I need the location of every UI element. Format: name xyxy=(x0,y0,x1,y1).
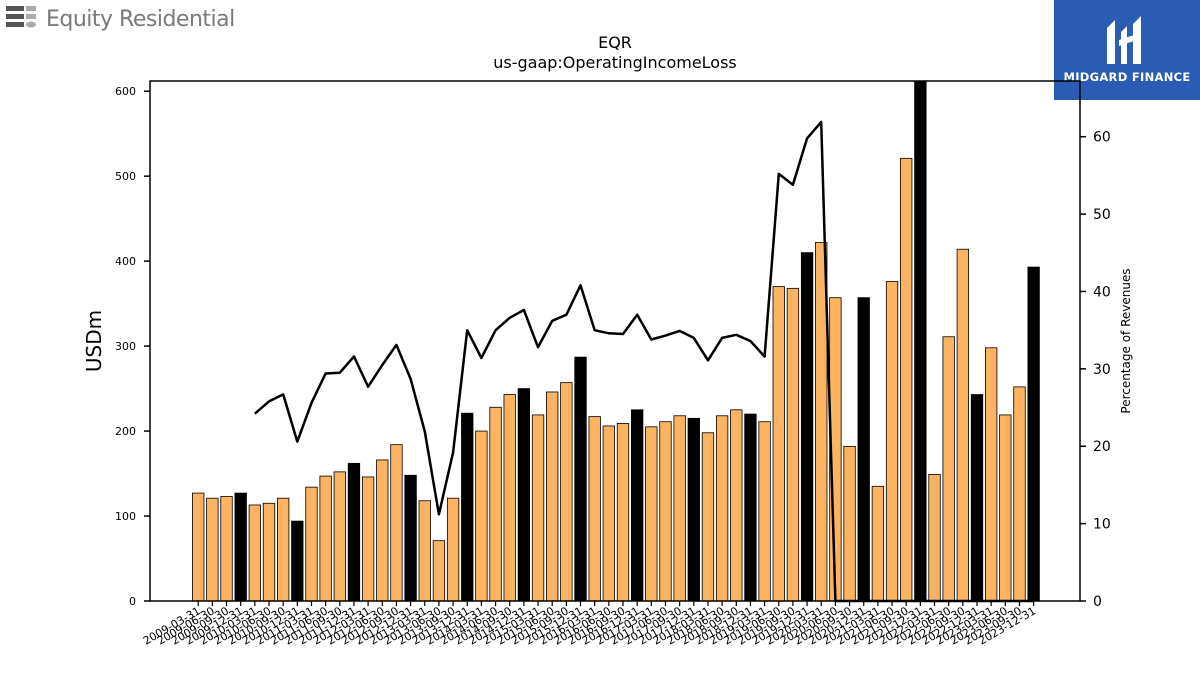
bar xyxy=(461,412,474,602)
y2-tick-label: 40 xyxy=(1093,284,1111,300)
equity-residential-logo: Equity Residential xyxy=(6,4,235,34)
bar xyxy=(546,391,559,602)
bar xyxy=(631,409,644,602)
y2-tick-label: 50 xyxy=(1093,207,1111,223)
bar xyxy=(262,502,276,602)
bar xyxy=(376,459,389,602)
bar xyxy=(206,497,219,602)
bar xyxy=(786,287,800,602)
bar xyxy=(418,500,431,602)
bar xyxy=(192,492,205,602)
bar xyxy=(517,388,531,602)
y2-tick-label: 10 xyxy=(1093,517,1111,533)
bar xyxy=(489,406,502,602)
y-tick-label: 300 xyxy=(115,340,136,353)
bar xyxy=(1027,266,1040,602)
plot-frame xyxy=(149,80,1081,602)
bar xyxy=(475,430,488,602)
bar xyxy=(404,474,417,602)
bar xyxy=(560,382,573,602)
bar xyxy=(347,462,361,602)
brand-name: Equity Residential xyxy=(46,6,235,32)
equity-residential-logo-icon xyxy=(6,6,36,28)
bar xyxy=(900,157,913,602)
y2-tick-label: 60 xyxy=(1093,130,1111,146)
bar xyxy=(531,414,545,602)
bar xyxy=(361,476,375,602)
y-axis-label: USDm xyxy=(82,310,106,372)
y-tick-label: 600 xyxy=(115,85,136,98)
y2-tick-label: 20 xyxy=(1093,439,1111,455)
y-tick-label: 0 xyxy=(129,595,136,608)
midgard-finance-logo-icon xyxy=(1107,16,1141,64)
chart-subtitle: us-gaap:OperatingIncomeLoss xyxy=(493,53,737,72)
y-tick-label: 200 xyxy=(115,425,136,438)
bar xyxy=(248,504,261,602)
bar xyxy=(744,413,757,602)
badge-label: MIDGARD FINANCE xyxy=(1063,70,1191,84)
y2-tick-label: 0 xyxy=(1093,594,1102,610)
bar xyxy=(305,486,318,602)
bar xyxy=(857,297,870,602)
bar xyxy=(800,252,814,602)
y-tick-label: 100 xyxy=(115,510,136,523)
y2-axis-label: Percentage of Revenues xyxy=(1119,268,1133,413)
bar xyxy=(291,520,304,602)
y-tick-label: 400 xyxy=(115,255,136,268)
bar xyxy=(673,415,686,602)
bar xyxy=(772,286,785,602)
bar xyxy=(432,540,446,602)
bar xyxy=(220,496,233,602)
bar xyxy=(390,444,403,602)
bar xyxy=(985,347,998,602)
bar xyxy=(616,423,630,602)
bar xyxy=(588,416,601,602)
bar xyxy=(659,421,672,602)
bar xyxy=(333,471,346,602)
bar xyxy=(319,475,332,602)
bar xyxy=(914,80,927,602)
bar xyxy=(645,426,658,602)
y2-tick-label: 30 xyxy=(1093,362,1111,378)
bar xyxy=(602,425,615,602)
bar xyxy=(970,394,984,602)
y-tick-label: 500 xyxy=(115,170,136,183)
bar xyxy=(956,248,969,602)
bar xyxy=(758,421,771,602)
bar xyxy=(928,473,941,602)
bar xyxy=(715,415,729,602)
bar xyxy=(701,432,715,602)
bar xyxy=(942,336,955,602)
bar xyxy=(234,492,247,602)
bar xyxy=(687,417,700,602)
bar xyxy=(277,497,290,602)
bar xyxy=(871,485,885,602)
midgard-finance-badge: MIDGARD FINANCE xyxy=(1054,0,1200,100)
chart-title: EQR xyxy=(598,33,632,52)
bar xyxy=(574,356,587,602)
bar xyxy=(503,394,516,602)
bar xyxy=(1013,386,1026,602)
bar xyxy=(446,497,460,602)
bar xyxy=(730,409,743,602)
bar xyxy=(999,414,1012,602)
bar xyxy=(885,281,899,602)
bar xyxy=(843,445,856,602)
